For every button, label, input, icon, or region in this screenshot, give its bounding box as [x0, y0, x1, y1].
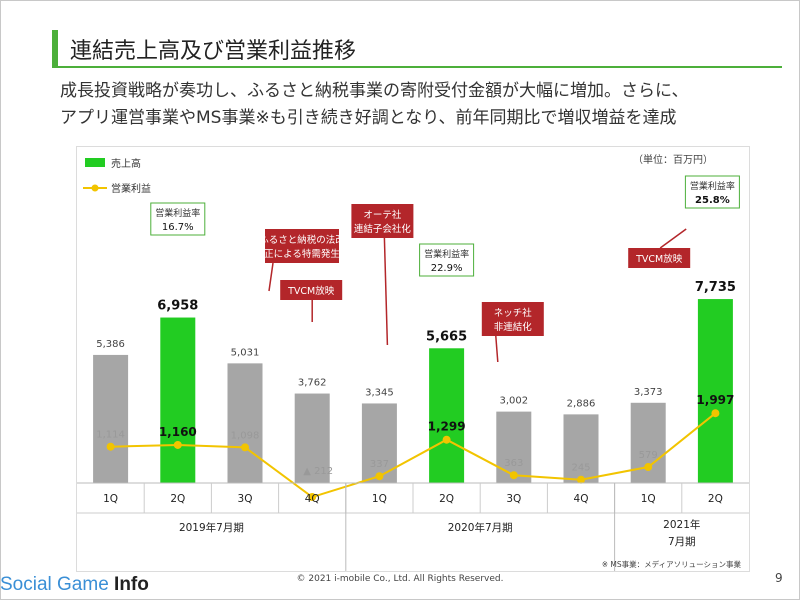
- period-label: 2020年7月期: [448, 521, 513, 534]
- profit-value-label: 1,114: [96, 430, 125, 441]
- margin-box: [684, 175, 740, 209]
- bar-value-label: 3,762: [298, 378, 327, 389]
- unit-label: （単位：百万円）: [633, 153, 713, 166]
- x-tick-label: 4Q: [305, 493, 320, 505]
- bar-value-label: 5,386: [96, 339, 125, 350]
- bar-value-label: 3,345: [365, 387, 394, 398]
- annotation-text: オーテ社: [363, 209, 402, 221]
- bar-revenue: [294, 393, 330, 483]
- subtitle: 成長投資戦略が奏功し、ふるさと納税事業の寄附受付金額が大幅に増加。さらに、 アプ…: [60, 78, 780, 132]
- profit-point: [644, 463, 653, 472]
- bar-value-label: 5,031: [231, 347, 260, 358]
- bar-revenue: [563, 414, 599, 483]
- annotation-text: 正による特需発生: [264, 248, 340, 260]
- margin-box-value: 25.8%: [695, 195, 730, 206]
- bar-revenue: [160, 317, 196, 483]
- period-label: 2019年7月期: [179, 521, 244, 534]
- bar-value-label: 7,735: [695, 280, 736, 295]
- title-bar: 連結売上高及び営業利益推移: [52, 30, 782, 68]
- annotation-pointer: [383, 237, 389, 346]
- profit-value-label: 1,299: [428, 420, 466, 434]
- annotation-callout: [265, 229, 339, 263]
- profit-point: [375, 472, 384, 481]
- subtitle-line-2: アプリ運営事業やMS事業※も引き続き好調となり、前年同期比で増収増益を達成: [60, 108, 677, 128]
- profit-value-label: ▲ 212: [303, 466, 333, 477]
- bar-value-label: 5,665: [426, 329, 467, 344]
- profit-value-label: 245: [571, 463, 590, 474]
- legend-label-revenue: 売上高: [111, 157, 141, 170]
- x-tick-label: 2Q: [170, 493, 185, 505]
- x-tick-label: 3Q: [238, 493, 253, 505]
- annotation-pointer: [495, 335, 499, 363]
- bar-value-label: 6,958: [157, 299, 198, 314]
- margin-box: [419, 243, 475, 277]
- annotation-pointer: [268, 262, 274, 292]
- bar-revenue: [496, 411, 532, 483]
- margin-box-value: 22.9%: [431, 263, 463, 274]
- profit-value-label: 1,997: [696, 393, 734, 407]
- annotation-text: 非連結化: [494, 321, 533, 333]
- annotation-callout: [481, 302, 544, 336]
- profit-point: [106, 442, 115, 451]
- bar-value-label: 3,002: [499, 396, 528, 407]
- x-tick-label: 1Q: [641, 493, 656, 505]
- subtitle-line-1: 成長投資戦略が奏功し、ふるさと納税事業の寄附受付金額が大幅に増加。さらに、: [60, 81, 689, 101]
- x-tick-label: 1Q: [372, 493, 387, 505]
- profit-point: [442, 435, 451, 444]
- profit-point: [173, 440, 182, 449]
- legend-marker-profit: [91, 184, 99, 192]
- bar-revenue: [93, 354, 129, 483]
- profit-point: [509, 471, 518, 480]
- x-tick-label: 1Q: [103, 493, 118, 505]
- annotation-text: ふるさと納税の法改: [259, 234, 345, 246]
- footnote: ※ MS事業：メディアソリューション事業: [602, 559, 742, 569]
- margin-box-title: 営業利益率: [690, 180, 735, 192]
- annotation-callout: [280, 280, 343, 300]
- bar-value-label: 3,373: [634, 387, 663, 398]
- watermark-text-a: Social Game: [0, 574, 115, 595]
- profit-value-label: 337: [370, 459, 389, 470]
- legend-swatch-revenue: [85, 158, 105, 167]
- chart-area: 売上高営業利益 （単位：百万円） 5,386 6,958 5,031 3,762 3,345…: [76, 146, 750, 572]
- copyright: © 2021 i-mobile Co., Ltd. All Rights Res…: [296, 574, 504, 584]
- watermark-logo: Social Game Info: [0, 574, 149, 596]
- profit-point: [308, 493, 317, 502]
- profit-point: [711, 409, 720, 418]
- period-label: 7月期: [668, 536, 696, 548]
- margin-box: [150, 202, 206, 236]
- bar-value-label: 2,886: [567, 398, 596, 409]
- bar-revenue: [429, 348, 465, 483]
- profit-point: [241, 443, 249, 452]
- annotation-text: ネッチ社: [494, 307, 533, 319]
- x-tick-label: 2Q: [439, 493, 454, 505]
- bar-revenue: [361, 403, 397, 483]
- page-title: 連結売上高及び営業利益推移: [70, 39, 357, 64]
- profit-value-label: 363: [504, 458, 523, 469]
- annotation-text: TVCM放映: [287, 285, 335, 297]
- annotation-callout: [628, 248, 691, 268]
- annotation-text: TVCM放映: [635, 253, 683, 265]
- annotation-text: 連結子会社化: [354, 223, 412, 235]
- profit-point: [577, 475, 585, 484]
- profit-value-label: 1,098: [231, 430, 260, 441]
- profit-value-label: 1,160: [159, 425, 197, 439]
- x-tick-label: 2Q: [708, 493, 723, 505]
- annotation-callout: [351, 204, 414, 238]
- x-tick-label: 4Q: [574, 493, 589, 505]
- legend-label-profit: 営業利益: [111, 182, 151, 195]
- profit-value-label: 579: [639, 450, 658, 461]
- margin-box-title: 営業利益率: [424, 248, 469, 260]
- profit-line: [110, 412, 717, 499]
- x-tick-label: 3Q: [506, 493, 521, 505]
- period-label: 2021年: [663, 518, 700, 531]
- bar-revenue: [697, 299, 733, 483]
- watermark-text-b: Info: [114, 574, 149, 595]
- bar-revenue: [227, 363, 263, 483]
- margin-box-value: 16.7%: [162, 222, 194, 233]
- annotation-pointer: [659, 228, 687, 249]
- margin-box-title: 営業利益率: [155, 207, 200, 219]
- page-number: 9: [775, 571, 783, 585]
